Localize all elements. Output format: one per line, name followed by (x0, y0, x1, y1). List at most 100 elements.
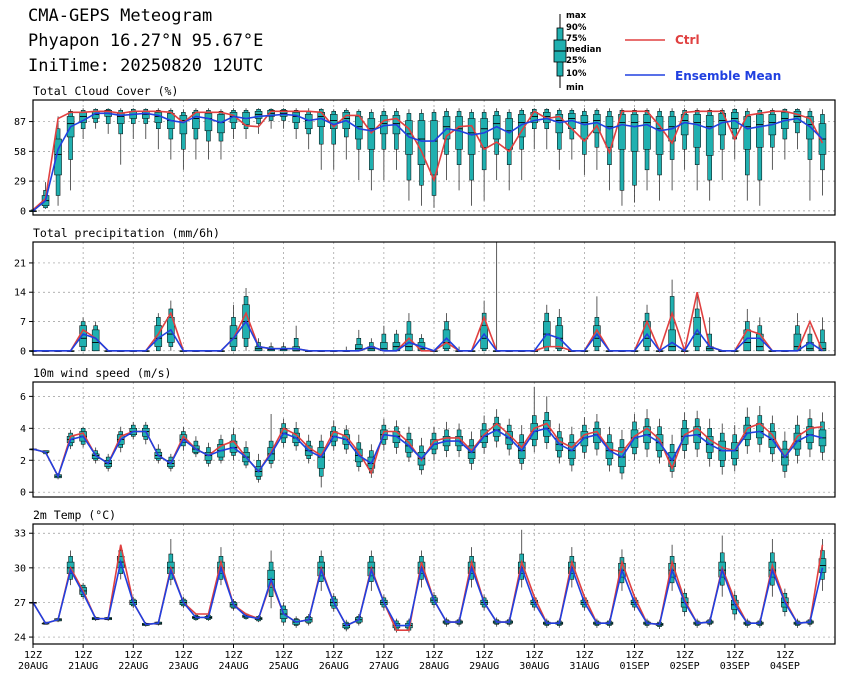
ensemble-box (367, 109, 376, 191)
y-tick-label: 0 (20, 346, 26, 357)
x-tick-date: 24AUG (218, 661, 248, 672)
legend-box-label: min (566, 83, 584, 93)
y-tick-label: 30 (14, 563, 26, 574)
ensemble-box (492, 242, 501, 352)
x-tick-hour: 12Z (74, 650, 92, 661)
x-axis: 12Z20AUG12Z21AUG12Z22AUG12Z23AUG12Z24AUG… (18, 644, 800, 672)
x-tick-hour: 12Z (425, 650, 443, 661)
x-tick-date: 28AUG (419, 661, 449, 672)
ensemble-box (380, 108, 388, 181)
ensemble-box (167, 300, 175, 351)
ensemble-box (154, 313, 163, 352)
ensemble-box (818, 412, 827, 461)
panel-frame (32, 99, 836, 216)
x-tick-hour: 12Z (625, 650, 643, 661)
y-tick-label: 29 (14, 177, 26, 188)
y-tick-label: 6 (20, 392, 26, 403)
y-tick-label: 24 (14, 633, 26, 644)
ensemble-box (116, 108, 125, 165)
ensemble-box (217, 434, 225, 464)
ctrl-line (32, 110, 824, 211)
x-tick-hour: 12Z (776, 650, 794, 661)
ensemble-mean-line (32, 558, 824, 627)
ensemble-box (229, 304, 238, 352)
legend-box-label: 25% (566, 56, 587, 66)
x-tick-hour: 12Z (325, 650, 343, 661)
ensemble-box (705, 108, 714, 201)
legend-mean-label: Ensemble Mean (675, 69, 781, 83)
x-tick-date: 03SEP (720, 661, 750, 672)
ctrl-line (33, 292, 824, 354)
ensemble-box (492, 409, 501, 448)
x-tick-hour: 12Z (726, 650, 744, 661)
ensemble-box (655, 108, 664, 201)
ensemble-box (129, 108, 137, 140)
ensemble-box (179, 109, 188, 170)
x-tick-hour: 12Z (174, 650, 192, 661)
x-tick-date: 21AUG (68, 661, 98, 672)
ensemble-box (442, 313, 451, 352)
x-tick-hour: 12Z (24, 650, 42, 661)
ensemble-box (455, 108, 463, 191)
legend-box-label: median (566, 45, 601, 55)
panel-frame (32, 241, 836, 356)
ensemble-box (756, 108, 764, 206)
ensemble-box (806, 409, 814, 458)
ensemble-box (229, 108, 238, 140)
ensemble-box (693, 108, 701, 191)
y-tick-label: 14 (14, 288, 26, 299)
ensemble-box (467, 109, 476, 206)
ensemble-box (605, 108, 614, 191)
ensemble-box (367, 338, 376, 352)
legend-box-label: 10% (566, 69, 587, 79)
ensemble-box (279, 342, 288, 352)
ensemble-box (517, 108, 526, 181)
ensemble-box (392, 108, 401, 170)
x-tick-date: 27AUG (369, 661, 399, 672)
ensemble-box (768, 108, 777, 170)
x-tick-date: 25AUG (269, 661, 299, 672)
y-tick-label: 0 (20, 488, 26, 499)
ensemble-box (756, 405, 764, 453)
panel-precip: Total precipitation (mm/6h) 0 7 14 21 (14, 226, 836, 357)
legend-box-label: 90% (566, 23, 587, 33)
x-tick-date: 02SEP (670, 661, 700, 672)
panels: Total Cloud Cover (%) 0 29 58 87 Total precip… (14, 84, 836, 645)
y-tick-label: 21 (14, 258, 26, 269)
y-tick-label: 7 (20, 317, 26, 328)
ensemble-box (818, 109, 827, 196)
panel-cloud: Total Cloud Cover (%) 0 29 58 87 (14, 84, 836, 217)
x-tick-hour: 12Z (124, 650, 142, 661)
x-tick-hour: 12Z (676, 650, 694, 661)
ensemble-box (743, 407, 752, 454)
ensemble-box (680, 108, 689, 170)
ensemble-box (167, 108, 175, 160)
x-tick-date: 30AUG (519, 661, 549, 672)
ensemble-box (643, 409, 651, 458)
legend-ctrl-label: Ctrl (675, 33, 700, 47)
y-tick-label: 2 (20, 456, 26, 467)
ensemble-box (743, 108, 752, 201)
panel-title: Total precipitation (mm/6h) (33, 226, 220, 240)
ctrl-line (32, 422, 823, 479)
panel-frame (32, 381, 836, 498)
ensemble-box (304, 108, 313, 150)
panel-title: 2m Temp (°C) (33, 508, 116, 522)
y-tick-label: 27 (14, 598, 26, 609)
ensemble-box (267, 413, 275, 469)
panel-temp: 2m Temp (°C) 24 27 30 33 (14, 508, 836, 645)
x-tick-date: 20AUG (18, 661, 48, 672)
init-time-label: IniTime: 20250820 12UTC (28, 56, 264, 76)
ensemble-box (505, 109, 513, 191)
ensemble-box (405, 109, 413, 201)
x-tick-date: 01SEP (619, 661, 649, 672)
ensemble-mean-line (33, 320, 823, 352)
ensemble-box (380, 325, 388, 352)
x-tick-hour: 12Z (475, 650, 493, 661)
ensemble-box (355, 329, 363, 352)
x-tick-hour: 12Z (575, 650, 593, 661)
ensemble-box (217, 109, 225, 160)
y-tick-label: 0 (20, 206, 26, 217)
ensemble-box (555, 308, 564, 352)
ensemble-mean-line (32, 427, 823, 479)
